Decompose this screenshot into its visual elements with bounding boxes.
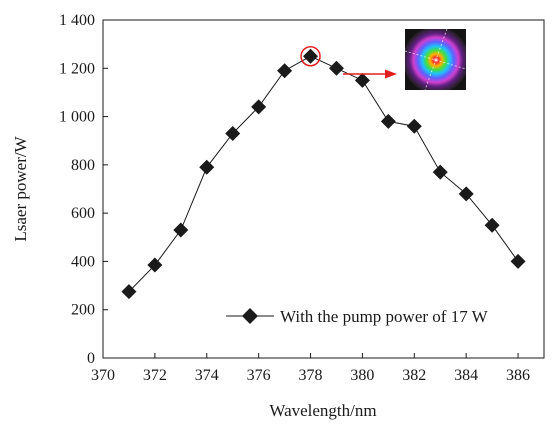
peak-highlight-circle bbox=[300, 45, 321, 67]
x-tick-label: 384 bbox=[454, 367, 478, 384]
x-tick-label: 372 bbox=[143, 367, 167, 384]
x-tick-label: 378 bbox=[299, 367, 323, 384]
inset-arrow-head bbox=[385, 69, 397, 79]
data-point-diamond bbox=[173, 222, 189, 238]
data-point-diamond bbox=[484, 217, 500, 233]
data-point-diamond bbox=[147, 257, 163, 273]
data-point-diamond bbox=[277, 63, 293, 79]
data-point-diamond bbox=[406, 118, 422, 134]
y-tick-label: 0 bbox=[87, 350, 95, 367]
x-tick-label: 386 bbox=[506, 367, 530, 384]
data-point-diamond bbox=[251, 99, 267, 115]
x-tick-label: 376 bbox=[247, 367, 271, 384]
annotation-layer bbox=[300, 45, 397, 79]
data-point-diamond bbox=[354, 72, 370, 88]
x-tick-label: 374 bbox=[195, 367, 219, 384]
x-tick-label: 382 bbox=[402, 367, 426, 384]
data-point-diamond bbox=[121, 284, 137, 300]
y-tick-label: 600 bbox=[71, 205, 95, 222]
legend-diamond-marker bbox=[242, 308, 258, 324]
plot-frame bbox=[102, 19, 545, 359]
y-tick-label: 200 bbox=[71, 302, 95, 319]
legend-label: With the pump power of 17 W bbox=[280, 307, 489, 326]
y-tick-label: 1 200 bbox=[59, 60, 95, 77]
y-tick-label: 400 bbox=[71, 253, 95, 270]
y-tick-label: 1 400 bbox=[59, 12, 95, 29]
y-axis-ticks: 0 200 400 600 800 1 000 1 200 1 400 bbox=[59, 12, 108, 367]
series-layer bbox=[121, 48, 526, 300]
data-point-diamond bbox=[199, 159, 215, 175]
data-point-diamond bbox=[432, 164, 448, 180]
data-point-diamond bbox=[225, 125, 241, 141]
x-tick-label: 370 bbox=[91, 367, 115, 384]
beam-profile-inset bbox=[405, 29, 466, 90]
y-tick-label: 800 bbox=[71, 157, 95, 174]
legend: With the pump power of 17 W bbox=[226, 307, 489, 326]
y-tick-label: 1 000 bbox=[59, 109, 95, 126]
data-point-diamond bbox=[328, 60, 344, 76]
series-line bbox=[128, 55, 519, 292]
y-axis-title: Lsaer power/W bbox=[11, 135, 30, 241]
x-tick-label: 380 bbox=[350, 367, 374, 384]
data-point-diamond bbox=[510, 253, 526, 269]
data-point-diamond bbox=[303, 48, 319, 64]
x-axis-ticks: 370 372 374 376 378 380 382 384 386 bbox=[91, 353, 530, 384]
x-axis-title: Wavelength/nm bbox=[269, 401, 376, 420]
data-point-diamond bbox=[458, 186, 474, 202]
data-point-diamond bbox=[380, 113, 396, 129]
